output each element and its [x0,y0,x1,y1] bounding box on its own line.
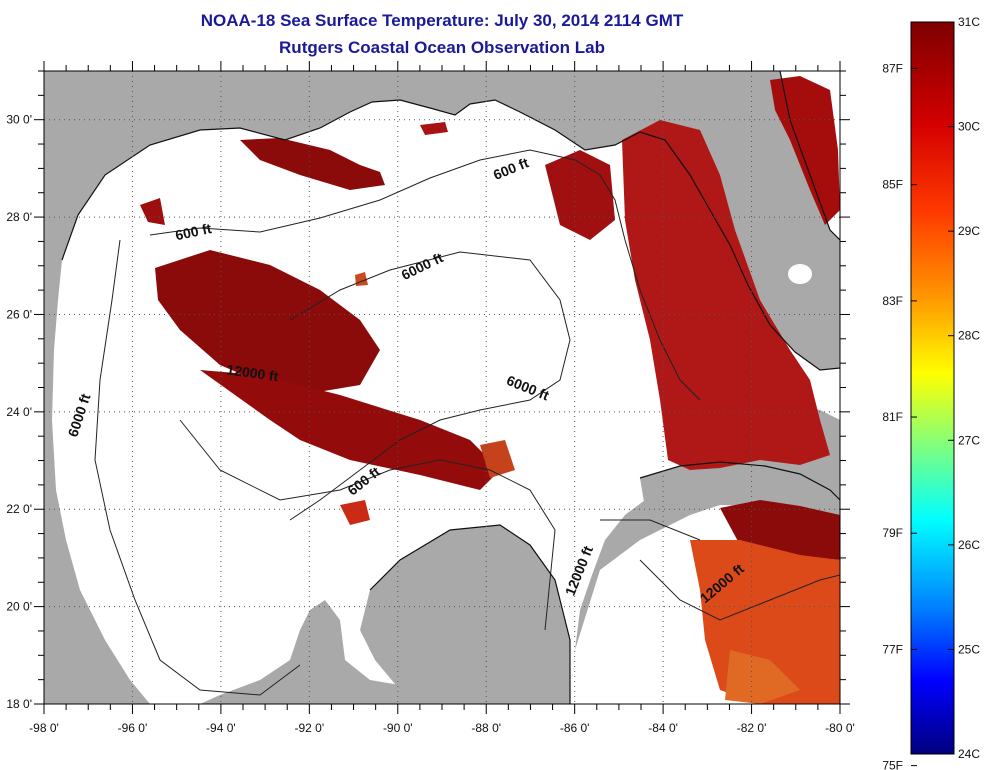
colorbar-f-label: 79F [882,526,903,540]
lat-tick-label: 24 0' [6,405,32,419]
lon-tick-label: -94 0' [206,721,236,735]
yucatan-land [360,525,570,704]
lat-tick-label: 22 0' [6,502,32,516]
sst-patches [140,76,840,704]
lon-tick-label: -84 0' [648,721,678,735]
bathymetry-contours [94,149,840,696]
lat-tick-label: 20 0' [6,600,32,614]
lon-tick-label: -88 0' [471,721,501,735]
lat-tick-label: 28 0' [6,210,32,224]
contour-6000ft [94,239,301,696]
lon-tick-label: -80 0' [825,721,855,735]
lon-tick-label: -96 0' [118,721,148,735]
contour-600ft [149,149,701,401]
contour-6000ft-east [289,251,571,521]
lat-tick-label: 26 0' [6,307,32,321]
lat-tick-label: 18 0' [6,697,32,711]
colorbar-c-label: 27C [958,433,980,447]
axis-ticks [34,61,850,714]
colorbar-c-label: 25C [958,642,980,656]
coastlines [61,71,840,704]
contour-label: 12000 ft [226,361,280,384]
map-title: NOAA-18 Sea Surface Temperature: July 30… [200,11,684,30]
colorbar-f-label: 85F [882,178,903,192]
contour-caribbean [639,559,840,621]
colorbar-f-label: 81F [882,410,903,424]
colorbar-f-label: 75F [882,759,903,770]
lake-okeechobee [788,264,812,284]
lon-tick-label: -82 0' [737,721,767,735]
colorbar-c-label: 24C [958,747,980,761]
contour-12000ft [179,419,556,631]
colorbar-ticks: 31C 30C 29C 28C 27C 26C 25C 24C 87F 85F 83F 81F 79F 7… [882,15,980,770]
lon-tick-label: -98 0' [29,721,59,735]
lat-tick-label: 30 0' [6,113,32,127]
colorbar-f-label: 77F [882,642,903,656]
lon-tick-label: -90 0' [383,721,413,735]
map-gridlines [44,71,840,704]
lon-tick-label: -86 0' [560,721,590,735]
colorbar-c-label: 31C [958,15,980,29]
colorbar [910,21,955,755]
axis-labels: -98 0' -96 0' -94 0' -92 0' -90 0' -88 0' -86 … [6,113,854,735]
contour-label: 600 ft [174,220,213,243]
colorbar-c-label: 26C [958,538,980,552]
colorbar-f-label: 87F [882,61,903,75]
colorbar-c-label: 28C [958,329,980,343]
colorbar-c-label: 30C [958,120,980,134]
lon-tick-label: -92 0' [295,721,325,735]
colorbar-f-label: 83F [882,294,903,308]
map-subtitle: Rutgers Coastal Ocean Observation Lab [279,38,605,57]
colorbar-c-label: 29C [958,224,980,238]
